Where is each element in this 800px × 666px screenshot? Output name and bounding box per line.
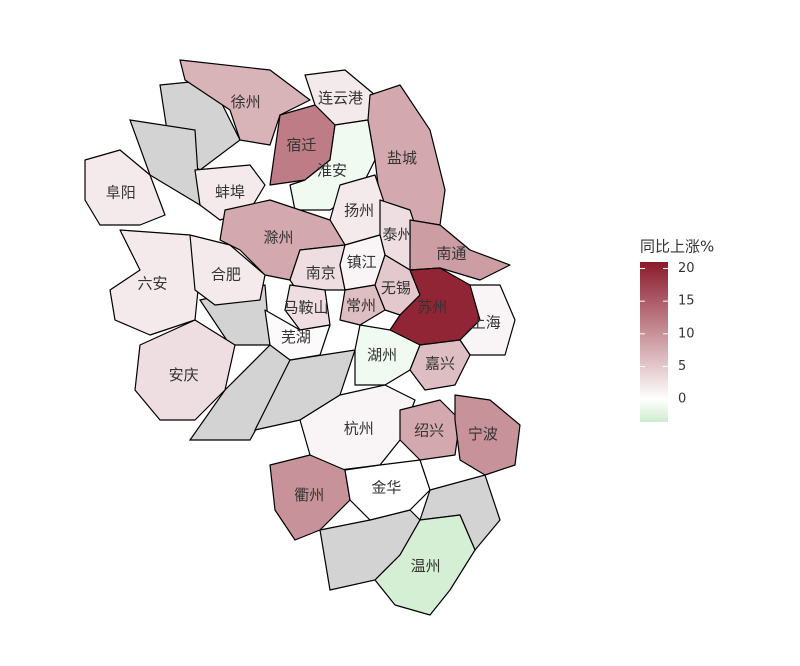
colorbar-label: 15 (678, 294, 695, 309)
regions (84, 59, 521, 616)
region-label: 嘉兴 (425, 355, 455, 373)
region-label: 泰州 (382, 226, 412, 244)
region-label: 衢州 (294, 486, 324, 504)
region (399, 399, 461, 461)
region-label: 六安 (137, 274, 167, 292)
region (374, 514, 476, 616)
region (454, 394, 521, 476)
region-label: 苏州 (417, 298, 447, 316)
region-label: 温州 (411, 557, 441, 575)
region-label: 宁波 (468, 425, 498, 443)
legend-title: 同比上涨% (640, 238, 714, 256)
region-label: 绍兴 (414, 421, 444, 439)
region-label: 芜湖 (281, 328, 311, 346)
region (179, 59, 311, 146)
region (134, 319, 236, 421)
region-label: 湖州 (367, 346, 397, 364)
region-label: 镇江 (347, 253, 377, 271)
colorbar-label: 5 (678, 359, 686, 374)
region-label: 南京 (306, 264, 336, 282)
region-label: 杭州 (344, 419, 374, 437)
region (84, 149, 166, 226)
region-label: 合肥 (211, 266, 241, 284)
region-label: 金华 (371, 478, 401, 496)
colorbar-label: 0 (678, 392, 686, 407)
region (189, 234, 266, 306)
region (344, 459, 431, 521)
region-label: 安庆 (169, 366, 199, 384)
region-label: 阜阳 (106, 183, 136, 201)
region-label: 扬州 (344, 201, 374, 219)
region-label: 徐州 (231, 93, 261, 111)
region-label: 常州 (346, 297, 376, 315)
region-label: 马鞍山 (283, 299, 328, 317)
region-label: 蚌埠 (215, 183, 245, 201)
region (339, 284, 386, 326)
region-label: 无锡 (381, 279, 411, 297)
region (264, 309, 331, 361)
region (459, 284, 516, 356)
region-label: 连云港 (318, 89, 363, 107)
region-label: 上海 (471, 313, 501, 331)
colorbar-label: 10 (678, 326, 695, 341)
region-label: 滁州 (263, 229, 293, 247)
region (354, 324, 421, 386)
legend: 同比上涨% 0 5 10 15 20 (640, 238, 714, 422)
region (269, 454, 351, 541)
region-label: 南通 (436, 245, 466, 263)
colorbar-label: 20 (678, 261, 695, 276)
region (409, 339, 471, 391)
region-label: 淮安 (317, 162, 347, 180)
region-label: 盐城 (387, 149, 417, 167)
region-label: 宿迁 (286, 136, 316, 154)
colorbar (640, 262, 668, 422)
